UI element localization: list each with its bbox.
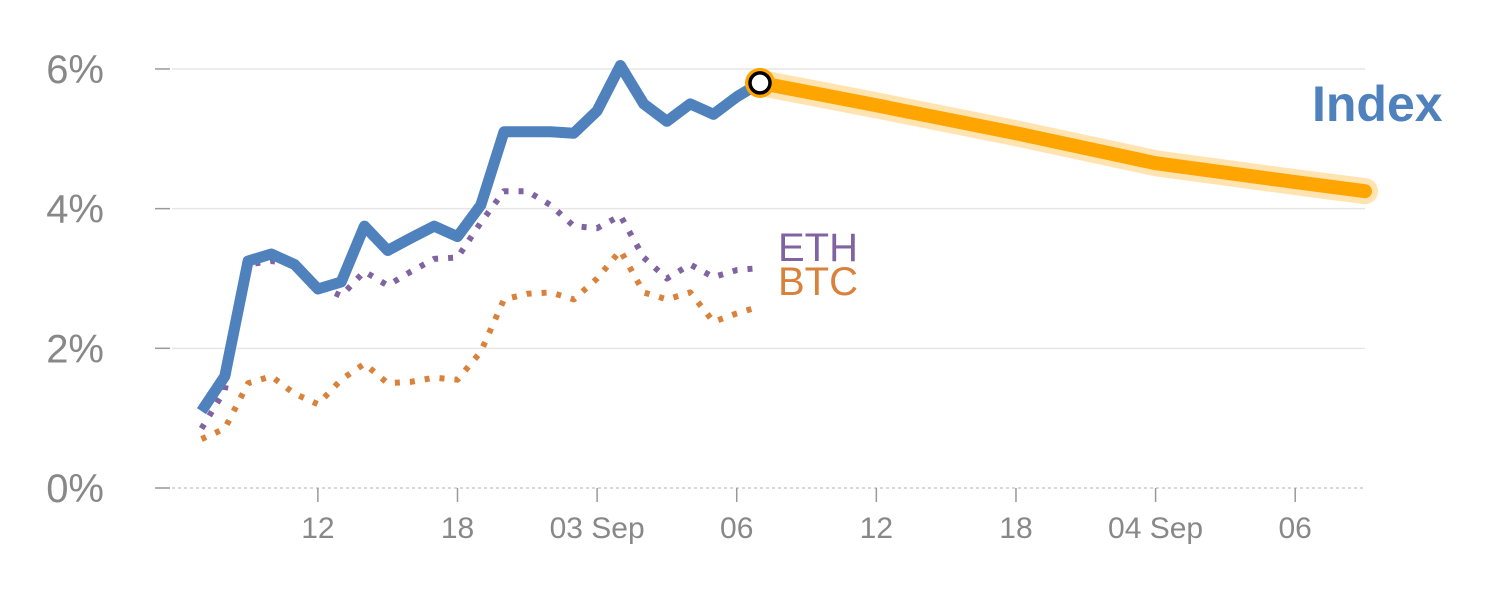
series-label-btc: BTC [778, 260, 858, 304]
x-tick-label: 03 Sep [550, 512, 645, 545]
gridlines [172, 68, 1365, 489]
y-axis: 0% 2% 4% 6% [46, 48, 170, 511]
series-line-btc [200, 247, 761, 442]
x-tick-label: 04 Sep [1108, 512, 1203, 545]
x-tick-label: 06 [720, 512, 753, 545]
series-line-eth [198, 188, 761, 431]
series-line-index [196, 60, 763, 415]
y-tick-label: 4% [46, 188, 104, 232]
y-tick-label: 6% [46, 48, 104, 92]
x-tick-label: 06 [1279, 512, 1312, 545]
series-label-index: Index [1312, 76, 1443, 132]
y-tick-label: 0% [46, 467, 104, 511]
current-point-marker [748, 71, 772, 95]
x-axis: 12 18 03 Sep 06 12 18 04 Sep 06 [301, 488, 1312, 545]
x-tick-label: 18 [999, 512, 1032, 545]
x-tick-label: 18 [441, 512, 474, 545]
forecast-line [753, 75, 1372, 199]
y-tick-label: 2% [46, 327, 104, 371]
series-lines [196, 60, 1378, 442]
x-tick-label: 12 [301, 512, 334, 545]
x-tick-label: 12 [860, 512, 893, 545]
series-label-eth: ETH [778, 226, 858, 270]
